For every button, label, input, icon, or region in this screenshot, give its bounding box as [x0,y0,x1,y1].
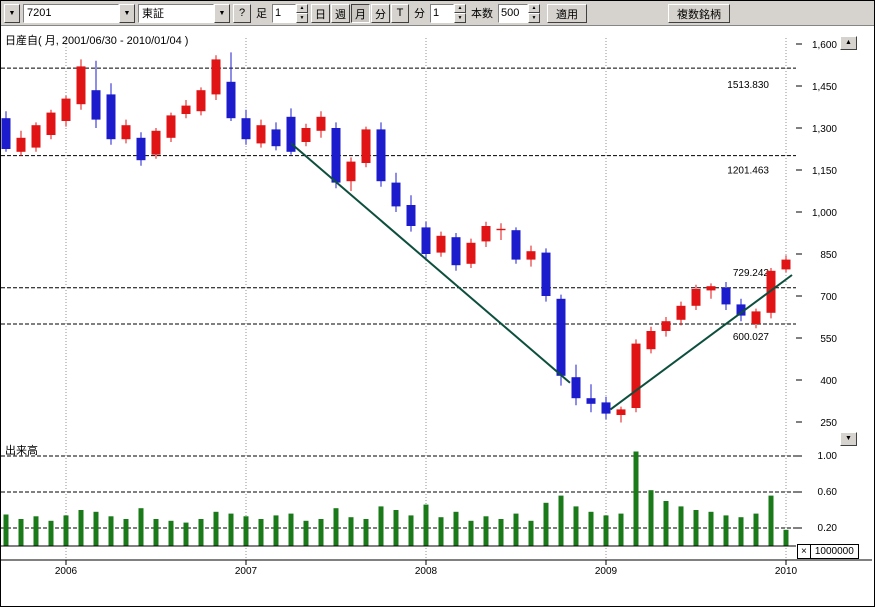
bar-count-spinner: ▲ ▼ [498,3,540,23]
period-button-tick[interactable]: T [391,3,409,23]
stock-code-input[interactable] [23,3,119,23]
svg-text:1.00: 1.00 [818,451,838,462]
symbol-list-dropdown-button[interactable]: ▼ [4,3,20,23]
svg-text:1,600: 1,600 [812,40,837,51]
svg-text:1,300: 1,300 [812,124,837,135]
bar-count-spin-buttons: ▲ ▼ [528,3,540,23]
minute-spin-buttons: ▲ ▼ [454,3,466,23]
price-scale-up-button[interactable]: ▲ [840,36,857,50]
price-chart-canvas: 1513.830 1201.463 729.242 600.027 1.00 0.60 0.… [1,38,872,577]
bar-count-label: 本数 [471,8,493,20]
svg-text:700: 700 [820,292,837,303]
bar-interval-spin-buttons: ▲ ▼ [296,3,308,23]
bar-count-up-icon[interactable]: ▲ [528,3,540,13]
bar-interval-label: 足 [256,8,267,20]
apply-button[interactable]: 適用 [547,3,587,23]
svg-text:2009: 2009 [595,566,618,577]
exchange-dropdown-arrow-icon[interactable]: ▼ [214,3,230,23]
chart-area: 1513.830 1201.463 729.242 600.027 1.00 0.60 0.… [1,26,874,606]
stock-code-dropdown-arrow-icon[interactable]: ▼ [119,3,135,23]
bar-count-input[interactable] [498,3,528,23]
multiplier-symbol: × [798,545,811,558]
multiplier-value: 1000000 [814,546,854,557]
exchange-combobox: ▼ [138,3,230,23]
svg-text:1201.463: 1201.463 [727,166,769,177]
svg-text:2006: 2006 [55,566,78,577]
exchange-input[interactable] [138,3,214,23]
period-button-month[interactable]: 月 [351,3,370,23]
period-button-day[interactable]: 日 [311,3,330,23]
svg-text:0.20: 0.20 [818,523,838,534]
bar-interval-input[interactable] [272,3,296,23]
svg-text:2008: 2008 [415,566,438,577]
svg-text:1513.830: 1513.830 [727,80,769,91]
svg-text:1,000: 1,000 [812,208,837,219]
price-scale-down-button[interactable]: ▼ [840,432,857,446]
period-button-minute[interactable]: 分 [371,3,390,23]
minute-spinner: ▲ ▼ [430,3,466,23]
svg-text:1,450: 1,450 [812,82,837,93]
stock-code-combobox: ▼ [23,3,135,23]
chart-title: 日産自( 月, 2001/06/30 - 2010/01/04 ) [5,35,189,47]
svg-text:400: 400 [820,376,837,387]
volume-multiplier-box: × 1000000 [797,544,859,559]
svg-text:2010: 2010 [775,566,798,577]
svg-text:1,150: 1,150 [812,166,837,177]
svg-text:250: 250 [820,418,837,429]
svg-text:2007: 2007 [235,566,258,577]
minute-up-icon[interactable]: ▲ [454,3,466,13]
bar-count-down-icon[interactable]: ▼ [528,13,540,23]
period-button-week[interactable]: 週 [331,3,350,23]
multiple-symbols-button[interactable]: 複数銘柄 [668,3,730,23]
minute-label: 分 [414,8,425,20]
bar-interval-down-icon[interactable]: ▼ [296,13,308,23]
svg-text:0.60: 0.60 [818,487,838,498]
svg-text:850: 850 [820,250,837,261]
volume-panel-label: 出来高 [5,445,38,457]
minute-input[interactable] [430,3,454,23]
svg-text:729.242: 729.242 [733,268,770,279]
svg-text:550: 550 [820,334,837,345]
bar-interval-spinner: ▲ ▼ [272,3,308,23]
help-button[interactable]: ? [233,3,251,23]
bar-interval-up-icon[interactable]: ▲ [296,3,308,13]
minute-down-icon[interactable]: ▼ [454,13,466,23]
svg-text:600.027: 600.027 [733,332,770,343]
